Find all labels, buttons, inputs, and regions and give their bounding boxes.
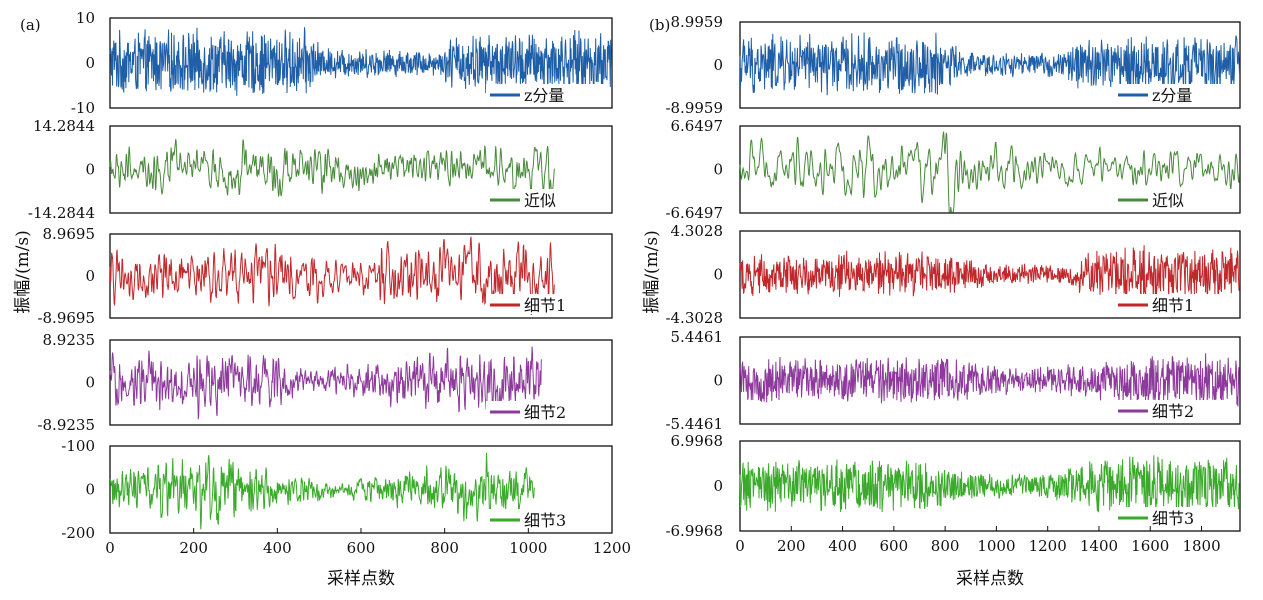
legend-background xyxy=(1114,84,1236,104)
y-tick-label: -8.9959 xyxy=(665,99,723,117)
y-tick-label: 0 xyxy=(713,477,723,495)
x-tick-label: 1200 xyxy=(1029,537,1067,555)
y-tick-label: 0 xyxy=(85,374,95,392)
y-tick-label: 0 xyxy=(713,266,723,284)
y-tick-label: -100 xyxy=(61,437,95,455)
series-line xyxy=(739,455,1240,518)
series-line xyxy=(739,353,1240,409)
x-tick-label: 800 xyxy=(931,537,960,555)
legend-background xyxy=(486,401,608,421)
y-tick-label: -8.9235 xyxy=(37,416,95,434)
x-tick-label: 1800 xyxy=(1182,537,1220,555)
legend-background xyxy=(1114,400,1236,420)
y-tick-label: -6.6497 xyxy=(665,204,723,222)
y-tick-label: 14.2844 xyxy=(33,117,95,135)
legend-background xyxy=(1114,189,1236,209)
x-tick-label: 1000 xyxy=(977,537,1015,555)
series-line xyxy=(739,131,1240,213)
x-tick-label: 0 xyxy=(105,539,115,557)
y-tick-label: -4.3028 xyxy=(665,309,723,327)
legend-entry: 近似 xyxy=(1152,191,1184,210)
y-tick-label: 6.6497 xyxy=(671,117,724,135)
y-tick-label: 0 xyxy=(85,481,95,499)
series-line xyxy=(109,346,542,420)
series-line xyxy=(109,452,536,530)
x-tick-label: 200 xyxy=(777,537,806,555)
y-tick-label: 8.9235 xyxy=(43,331,96,349)
y-tick-label: -200 xyxy=(61,524,95,542)
x-tick-label: 200 xyxy=(179,539,208,557)
legend-entry: 细节2 xyxy=(524,403,566,422)
y-tick-label: 8.9695 xyxy=(43,225,96,243)
series-line xyxy=(109,139,555,198)
x-tick-label: 400 xyxy=(263,539,292,557)
x-tick-label: 800 xyxy=(430,539,459,557)
legend-entry: 细节1 xyxy=(1152,296,1194,315)
x-axis-title: 采样点数 xyxy=(956,569,1024,589)
x-tick-label: 1400 xyxy=(1080,537,1118,555)
legend-background xyxy=(486,189,608,209)
x-tick-label: 1200 xyxy=(593,539,631,557)
legend-entry: 细节2 xyxy=(1152,402,1194,421)
x-axis-title: 采样点数 xyxy=(327,569,395,589)
y-tick-label: -10 xyxy=(71,99,95,117)
y-tick-label: 5.4461 xyxy=(671,328,724,346)
x-tick-label: 600 xyxy=(347,539,376,557)
series-line xyxy=(739,245,1240,304)
x-tick-label: 400 xyxy=(828,537,857,555)
y-axis-title: 振幅/(m/s) xyxy=(13,230,33,314)
legend-background xyxy=(486,509,608,529)
y-tick-label: 0 xyxy=(713,56,723,74)
series-line xyxy=(739,32,1240,96)
legend-background xyxy=(1114,507,1236,527)
legend-entry: 近似 xyxy=(524,191,556,210)
x-tick-label: 1600 xyxy=(1131,537,1169,555)
x-tick-label: 0 xyxy=(735,537,745,555)
y-tick-label: 0 xyxy=(713,161,723,179)
legend-entry: z分量 xyxy=(1152,86,1192,105)
legend-entry: 细节3 xyxy=(1152,509,1194,528)
series-line xyxy=(109,236,555,315)
panel-label: (a) xyxy=(20,16,41,34)
legend-background xyxy=(486,84,608,104)
x-tick-label: 600 xyxy=(880,537,909,555)
y-tick-label: -5.4461 xyxy=(665,415,723,433)
legend-entry: z分量 xyxy=(524,86,564,105)
series-line xyxy=(109,27,613,98)
y-tick-label: 6.9968 xyxy=(671,432,724,450)
y-tick-label: -14.2844 xyxy=(28,204,95,222)
y-axis-title: 振幅/(m/s) xyxy=(642,230,662,314)
y-tick-label: 0 xyxy=(713,372,723,390)
y-tick-label: 8.9959 xyxy=(671,13,724,31)
legend-background xyxy=(1114,294,1236,314)
x-tick-label: 1000 xyxy=(509,539,547,557)
legend-entry: 细节3 xyxy=(524,511,566,530)
y-tick-label: 0 xyxy=(85,161,95,179)
legend-entry: 细节1 xyxy=(524,296,566,315)
y-tick-label: -8.9695 xyxy=(37,309,95,327)
y-tick-label: -6.9968 xyxy=(665,522,723,540)
legend-background xyxy=(486,294,608,314)
y-tick-label: 10 xyxy=(76,9,95,27)
y-tick-label: 4.3028 xyxy=(671,222,724,240)
y-tick-label: 0 xyxy=(85,54,95,72)
y-tick-label: 0 xyxy=(85,267,95,285)
panel-label: (b) xyxy=(649,16,670,34)
